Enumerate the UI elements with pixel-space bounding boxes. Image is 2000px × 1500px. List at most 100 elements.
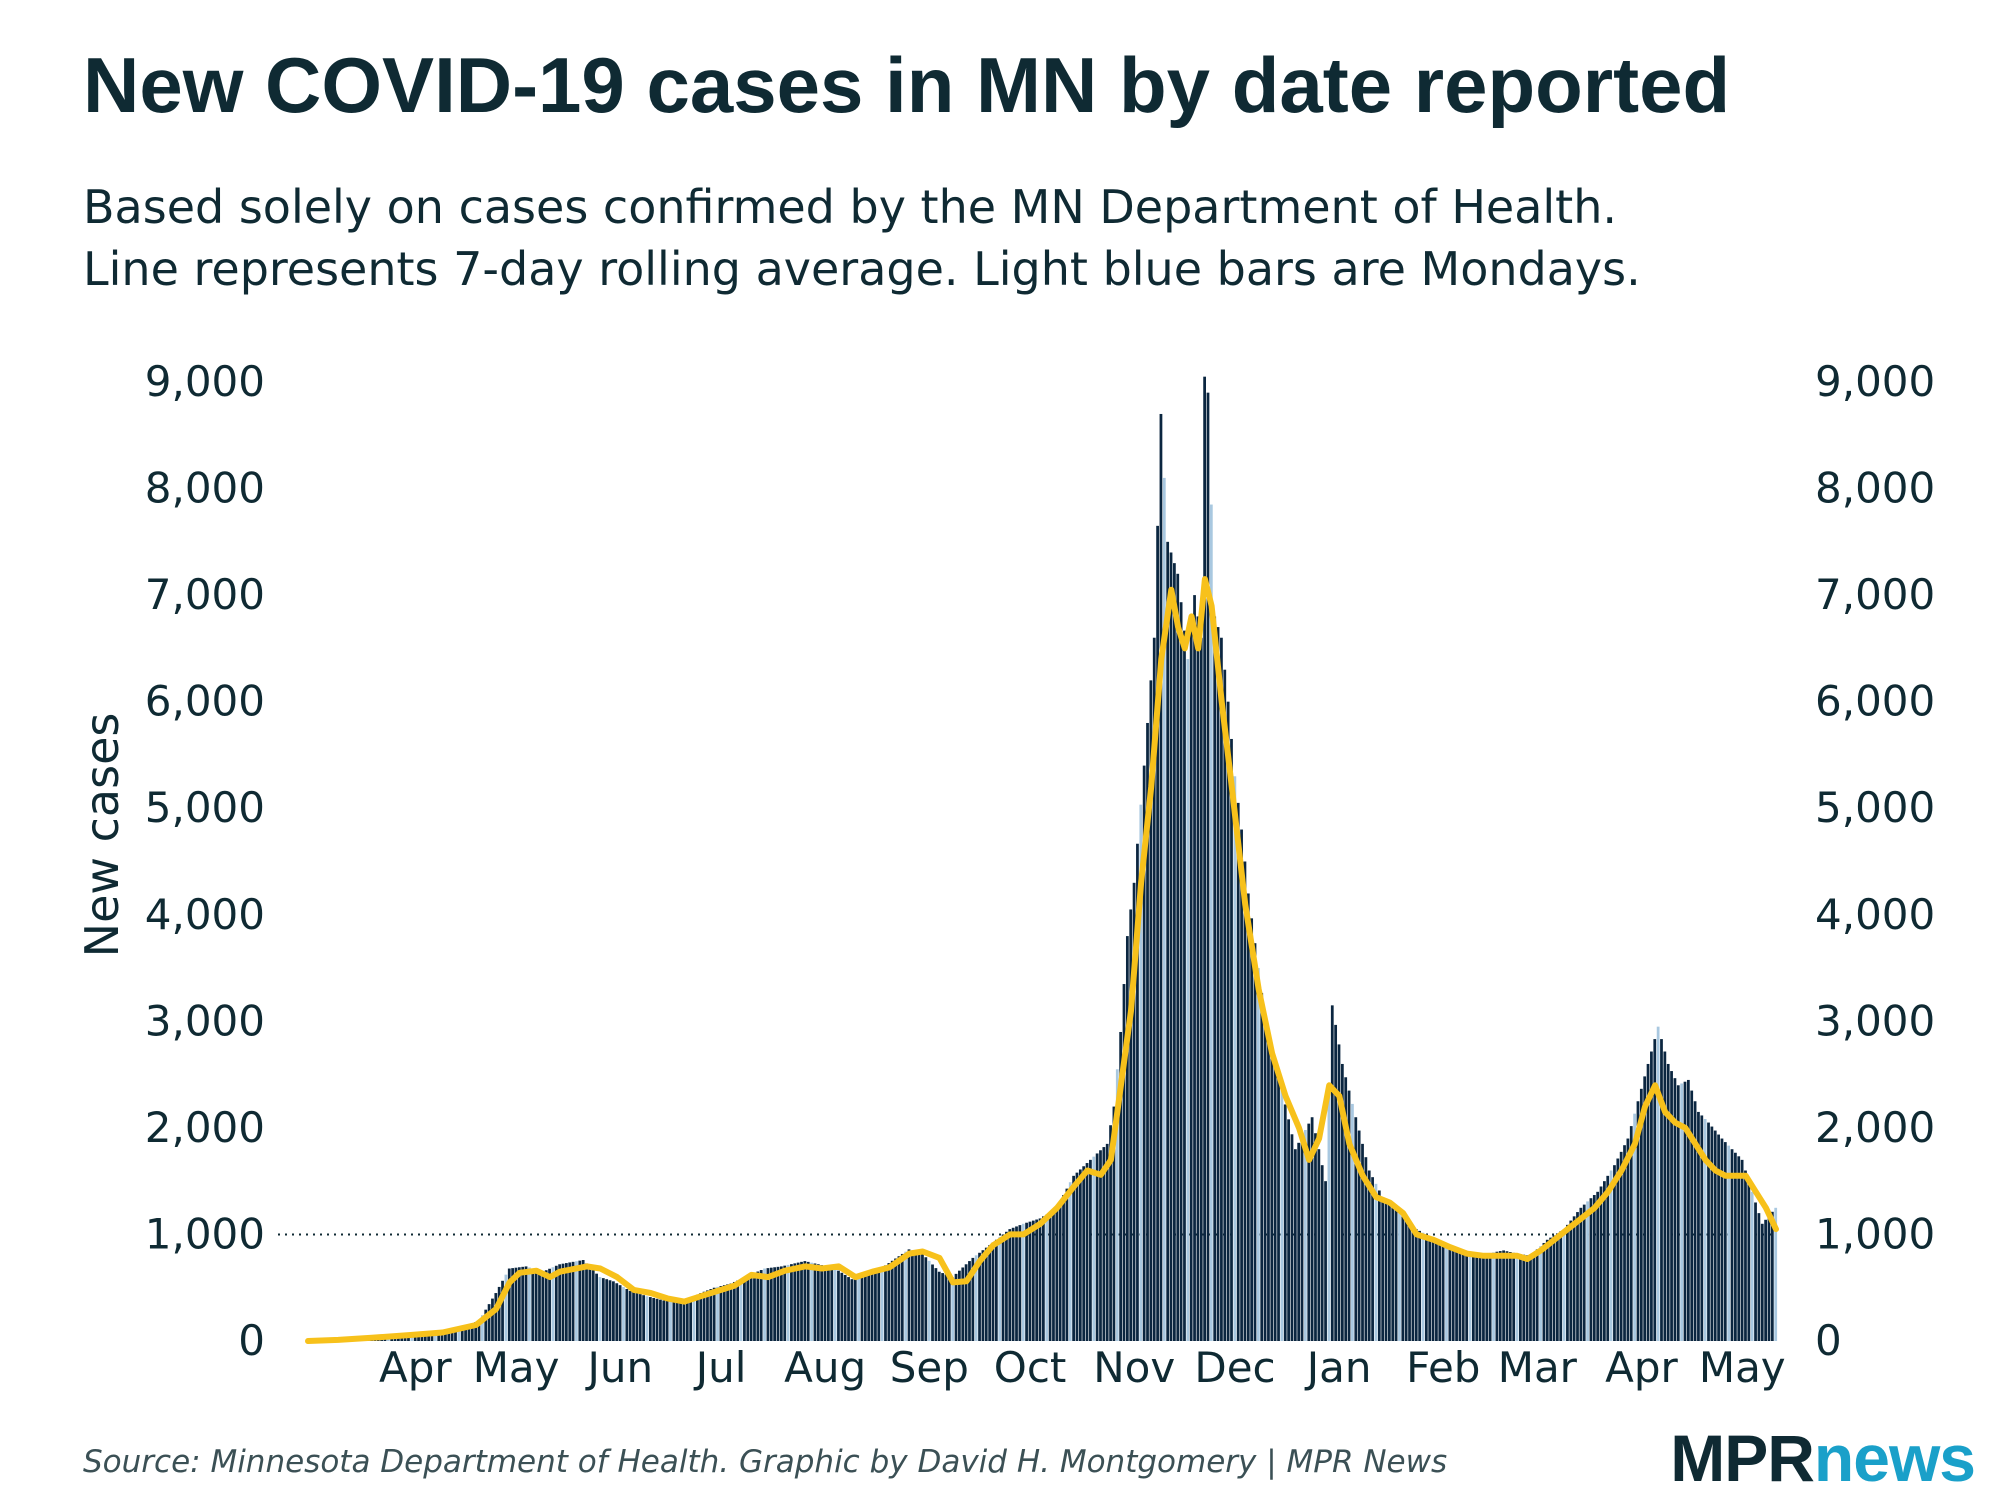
bar-day	[820, 1265, 824, 1341]
bar-day	[1576, 1212, 1579, 1341]
bar-monday	[974, 1255, 978, 1341]
bar-day	[1545, 1239, 1549, 1341]
covid-cases-chart: 0 0 1,000 1,000 2,000 2,000 3,000 3,000 4,000 4,0…	[75, 357, 1935, 1392]
bar-day	[1260, 992, 1264, 1341]
bar-day	[1754, 1202, 1757, 1341]
bar-day	[1146, 722, 1149, 1341]
bar-monday	[1656, 1026, 1660, 1341]
bar-day	[968, 1261, 971, 1341]
bar-day	[1364, 1157, 1368, 1341]
bar-day	[850, 1279, 854, 1341]
bar-monday	[1774, 1207, 1778, 1341]
bar-day	[1240, 829, 1243, 1341]
bar-day	[981, 1250, 985, 1341]
bar-day	[685, 1299, 689, 1341]
bar-day	[1505, 1251, 1509, 1341]
y-tick-right: 4,000	[1815, 890, 1935, 939]
subtitle-line-1: Based solely on cases confirmed by the M…	[83, 180, 1617, 234]
x-tick-month: Oct	[994, 1343, 1067, 1392]
bar-day	[958, 1270, 961, 1341]
bar-day	[591, 1270, 595, 1341]
bar-day	[1683, 1081, 1687, 1341]
bar-day	[1357, 1130, 1361, 1341]
bar-day	[1347, 1090, 1351, 1341]
x-tick-month: Jul	[693, 1343, 747, 1392]
bar-day	[487, 1304, 491, 1341]
bar-day	[1629, 1126, 1633, 1341]
bar-day	[642, 1295, 646, 1341]
bar-day	[769, 1267, 773, 1341]
bar-day	[1747, 1181, 1751, 1341]
bar-day	[1176, 573, 1180, 1341]
bar-day	[1105, 1143, 1109, 1341]
bar-monday	[692, 1296, 696, 1341]
bar-day	[1287, 1119, 1290, 1341]
bar-day	[1451, 1247, 1455, 1341]
bar-day	[991, 1242, 995, 1341]
bar-day	[1109, 1125, 1112, 1341]
x-tick-month: Feb	[1406, 1343, 1480, 1392]
bar-day	[1058, 1201, 1062, 1341]
bar-day	[1089, 1159, 1092, 1341]
bar-day	[1263, 1017, 1267, 1341]
bar-monday	[551, 1267, 555, 1341]
bar-day	[1414, 1229, 1418, 1341]
bar-day	[1532, 1252, 1536, 1341]
bar-day	[1535, 1249, 1539, 1341]
bar-monday	[1021, 1223, 1025, 1341]
bar-day	[722, 1285, 726, 1341]
bar-day	[1099, 1150, 1102, 1341]
bar-day	[890, 1260, 894, 1341]
bar-day	[1676, 1085, 1680, 1341]
bar-day	[1025, 1222, 1028, 1341]
bar-day	[1394, 1209, 1398, 1341]
bar-day	[1354, 1117, 1358, 1341]
bar-day	[863, 1273, 867, 1341]
bar-monday	[575, 1261, 578, 1341]
bar-monday	[810, 1262, 813, 1341]
bar-day	[1519, 1254, 1522, 1341]
bar-day	[971, 1257, 975, 1341]
bar-day	[1549, 1237, 1553, 1341]
mpr-news-logo: MPRnews	[1670, 1420, 1976, 1496]
bar-day	[1391, 1206, 1395, 1341]
bar-day	[635, 1293, 639, 1341]
bar-day	[554, 1265, 558, 1341]
bar-day	[1203, 376, 1206, 1341]
bar-day	[524, 1266, 528, 1341]
bar-day	[1572, 1216, 1576, 1341]
bar-day	[1384, 1200, 1388, 1341]
bar-day	[800, 1261, 803, 1341]
bar-day	[1734, 1152, 1737, 1341]
bar-day	[917, 1252, 921, 1341]
bar-day	[1579, 1207, 1583, 1341]
bar-monday	[1351, 1103, 1354, 1341]
bar-day	[1270, 1053, 1274, 1341]
bar-monday	[1515, 1253, 1519, 1341]
bar-day	[689, 1297, 693, 1341]
bar-day	[464, 1325, 467, 1341]
bar-day	[417, 1333, 420, 1341]
bar-monday	[1162, 477, 1166, 1341]
bar-day	[1512, 1252, 1516, 1341]
bar-day	[484, 1309, 488, 1341]
x-tick-month: Jun	[584, 1343, 653, 1392]
bar-day	[1052, 1209, 1055, 1341]
bar-day	[450, 1329, 454, 1341]
bar-day	[1670, 1071, 1673, 1341]
bar-day	[1008, 1229, 1012, 1341]
bar-day	[1555, 1233, 1559, 1341]
bar-day	[1048, 1212, 1052, 1341]
bar-day	[1770, 1211, 1774, 1341]
bar-day	[1666, 1063, 1670, 1341]
bar-day	[1199, 637, 1203, 1341]
bar-day	[1156, 525, 1159, 1341]
x-tick-month: Apr	[1605, 1343, 1678, 1392]
daily-case-bars	[306, 376, 1778, 1342]
bar-day	[1340, 1063, 1344, 1341]
bar-day	[1055, 1207, 1059, 1341]
bar-day	[1314, 1133, 1317, 1341]
bar-day	[1018, 1225, 1022, 1341]
bar-day	[1361, 1143, 1364, 1341]
bar-day	[608, 1280, 612, 1341]
